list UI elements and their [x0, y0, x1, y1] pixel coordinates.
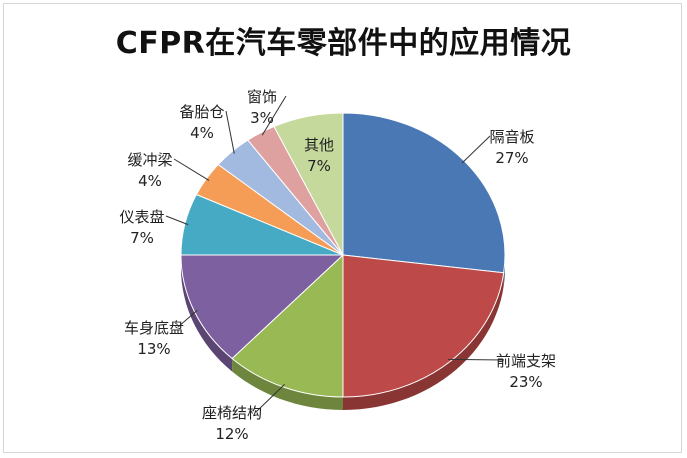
leader-line-5 — [173, 158, 210, 181]
leader-line-7 — [261, 95, 287, 136]
leader-line-4 — [165, 215, 189, 226]
pie-slice-8 — [273, 112, 344, 256]
pie-side-2 — [232, 358, 343, 410]
slice-label-0: 隔音板 — [489, 128, 534, 146]
slice-percent-7: 3% — [250, 109, 274, 127]
slice-label-4: 仪表盘 — [119, 208, 164, 226]
slice-percent-6: 4% — [190, 124, 214, 142]
slice-percent-1: 23% — [509, 373, 542, 391]
slice-percent-3: 13% — [137, 340, 170, 358]
leader-line-2 — [255, 384, 285, 413]
pie-slice-0 — [342, 112, 506, 274]
pie-slice-1 — [342, 254, 505, 398]
pie-side-3 — [181, 255, 233, 372]
chart-frame — [3, 3, 682, 453]
slice-percent-4: 7% — [130, 229, 154, 247]
slice-percent-2: 12% — [215, 425, 248, 443]
slice-label-1: 前端支架 — [496, 352, 556, 370]
leader-line-1 — [447, 358, 505, 361]
slice-label-2: 座椅结构 — [202, 404, 262, 422]
leader-line-0 — [461, 135, 491, 164]
slice-label-8: 其他 — [304, 136, 334, 154]
slice-percent-5: 4% — [138, 172, 162, 190]
slice-label-7: 窗饰 — [247, 88, 277, 106]
slice-label-3: 车身底盘 — [124, 319, 184, 337]
pie-slice-2 — [231, 253, 344, 398]
slice-percent-8: 7% — [307, 157, 331, 175]
pie-labels: 隔音板 27% 前端支架 23% 座椅结构 12% 车身底盘 13% 仪表盘 7% 缓冲梁 4% 备胎仓… — [119, 88, 556, 443]
slice-percent-0: 27% — [495, 149, 528, 167]
chart-title: CFPR在汽车零部件中的应用情况 — [115, 26, 572, 61]
slice-label-6: 备胎仓 — [179, 103, 224, 121]
pie-slices — [180, 112, 506, 398]
pie-slice-3 — [180, 254, 345, 360]
leader-line-6 — [225, 110, 235, 154]
leader-line-3 — [177, 309, 198, 328]
slice-label-5: 缓冲梁 — [127, 151, 172, 169]
